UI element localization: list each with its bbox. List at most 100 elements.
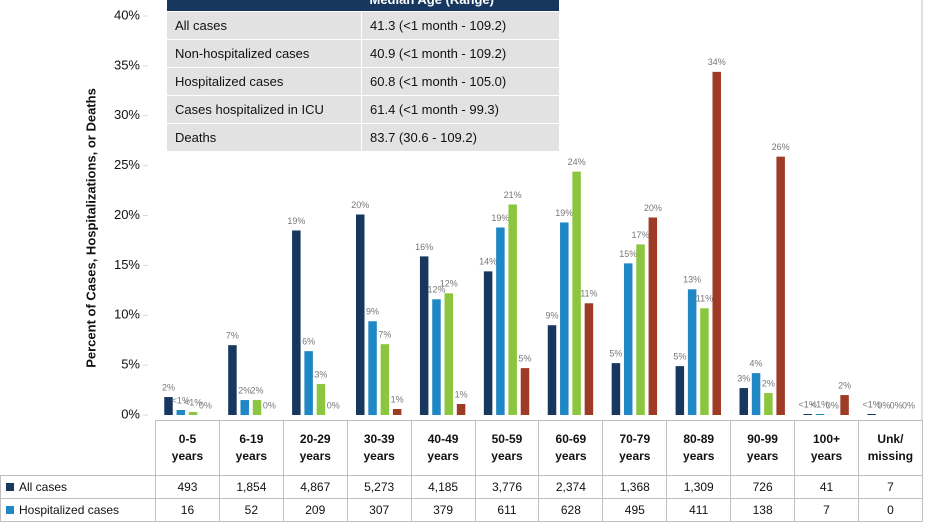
inset-cell: 41.3 (<1 month - 109.2) bbox=[361, 11, 559, 40]
inset-row: Cases hospitalized in ICU 61.4 (<1 month … bbox=[167, 95, 559, 124]
bar bbox=[240, 400, 249, 415]
value-label: 17% bbox=[632, 230, 650, 240]
bar bbox=[867, 414, 876, 415]
x-tick-label: 70-79 years bbox=[602, 420, 668, 476]
inset-cell: 83.7 (30.6 - 109.2) bbox=[361, 123, 559, 152]
inset-row: Non-hospitalized cases 40.9 (<1 month - 1… bbox=[167, 39, 559, 68]
bar bbox=[316, 384, 326, 415]
inset-header: Median Age (Range) bbox=[361, 0, 559, 12]
count-cell: 41 bbox=[794, 475, 859, 499]
value-label: <1% bbox=[799, 399, 817, 409]
value-label: 13% bbox=[683, 275, 701, 285]
bar bbox=[496, 227, 505, 415]
value-label: 1% bbox=[455, 389, 468, 399]
bar bbox=[648, 217, 658, 415]
value-label: 3% bbox=[314, 369, 327, 379]
legend-label: All cases bbox=[19, 480, 68, 494]
value-label: 9% bbox=[546, 311, 559, 321]
count-row: All cases 493 1,854 4,867 5,273 4,185 3,776 2,3… bbox=[0, 475, 923, 499]
bar bbox=[700, 308, 709, 415]
x-tick-label: 100+ years bbox=[794, 420, 859, 476]
bar bbox=[520, 368, 530, 415]
value-label: 21% bbox=[504, 190, 522, 200]
bar bbox=[292, 230, 301, 415]
inset-cell: Hospitalized cases bbox=[167, 67, 362, 96]
legend-swatch bbox=[6, 483, 14, 491]
count-cell: 209 bbox=[282, 498, 348, 522]
bar bbox=[392, 409, 402, 415]
value-label: 2% bbox=[762, 378, 775, 388]
value-label: 19% bbox=[287, 216, 305, 226]
x-tick-label: 40-49 years bbox=[410, 420, 476, 476]
count-cell: 7 bbox=[794, 498, 859, 522]
y-tick-label: 25% bbox=[114, 157, 140, 172]
inset-row: Deaths 83.7 (30.6 - 109.2) bbox=[167, 123, 559, 152]
value-label: 0% bbox=[877, 400, 890, 410]
count-cell: 3,776 bbox=[474, 475, 540, 499]
value-label: <1% bbox=[811, 399, 829, 409]
value-label: 3% bbox=[737, 373, 750, 383]
bar bbox=[687, 289, 697, 415]
value-label: 5% bbox=[518, 353, 531, 363]
count-cell: 611 bbox=[474, 498, 540, 522]
bar bbox=[560, 222, 569, 415]
inset-cell: Non-hospitalized cases bbox=[167, 39, 362, 68]
value-label: 11% bbox=[696, 294, 713, 304]
bar bbox=[712, 71, 721, 416]
y-tick-label: 15% bbox=[114, 257, 140, 272]
value-label: 16% bbox=[415, 242, 433, 252]
inset-header-row: Median Age (Range) bbox=[167, 0, 559, 12]
x-tick-label: 6-19 years bbox=[218, 420, 284, 476]
bar bbox=[228, 345, 237, 415]
y-tick-label: 30% bbox=[114, 107, 140, 122]
value-label: 11% bbox=[580, 289, 597, 299]
value-label: 14% bbox=[479, 257, 497, 267]
x-tick-label: 0-5 years bbox=[155, 420, 220, 476]
bar bbox=[584, 303, 594, 415]
y-tick-label: 0% bbox=[121, 406, 140, 421]
count-cell: 1,309 bbox=[666, 475, 732, 499]
inset-cell: Deaths bbox=[167, 123, 362, 152]
value-label: 0% bbox=[199, 400, 212, 410]
value-label: 20% bbox=[644, 203, 662, 213]
x-tick-label: 60-69 years bbox=[538, 420, 604, 476]
count-cell: 52 bbox=[218, 498, 284, 522]
value-label: 2% bbox=[238, 385, 251, 395]
value-label: <1% bbox=[172, 395, 190, 405]
y-tick-label: 5% bbox=[121, 357, 140, 372]
value-label: 0% bbox=[826, 400, 839, 410]
x-tick-label: 90-99 years bbox=[730, 420, 796, 476]
table-corner bbox=[0, 420, 156, 476]
value-label: <1% bbox=[862, 399, 880, 409]
bar bbox=[815, 414, 825, 415]
bar bbox=[611, 363, 621, 415]
x-tick-label: Unk/ missing bbox=[857, 420, 923, 476]
y-tick-label: 20% bbox=[114, 207, 140, 222]
bar bbox=[636, 244, 645, 415]
data-table: 0-5 years 6-19 years 20-29 years 30-39 year… bbox=[0, 420, 923, 522]
x-tick-label: 80-89 years bbox=[666, 420, 732, 476]
bar bbox=[419, 256, 429, 415]
count-cell: 628 bbox=[538, 498, 604, 522]
bar bbox=[304, 351, 313, 415]
x-tick-label: 30-39 years bbox=[346, 420, 412, 476]
value-label: 6% bbox=[302, 337, 315, 347]
count-cell: 7 bbox=[857, 475, 923, 499]
legend-entry: All cases bbox=[0, 475, 156, 499]
bar bbox=[380, 344, 390, 415]
count-cell: 411 bbox=[666, 498, 732, 522]
value-label: 0% bbox=[902, 400, 915, 410]
bar bbox=[368, 321, 377, 415]
inset-header-blank bbox=[167, 0, 362, 12]
value-label: 20% bbox=[351, 200, 369, 210]
legend-entry: Hospitalized cases bbox=[0, 498, 156, 522]
count-cell: 2,374 bbox=[538, 475, 604, 499]
value-label: 19% bbox=[555, 208, 573, 218]
count-cell: 4,185 bbox=[410, 475, 476, 499]
x-tick-label: 20-29 years bbox=[282, 420, 348, 476]
value-label: 12% bbox=[440, 279, 458, 289]
bar bbox=[444, 293, 454, 415]
value-label: 4% bbox=[750, 358, 763, 368]
